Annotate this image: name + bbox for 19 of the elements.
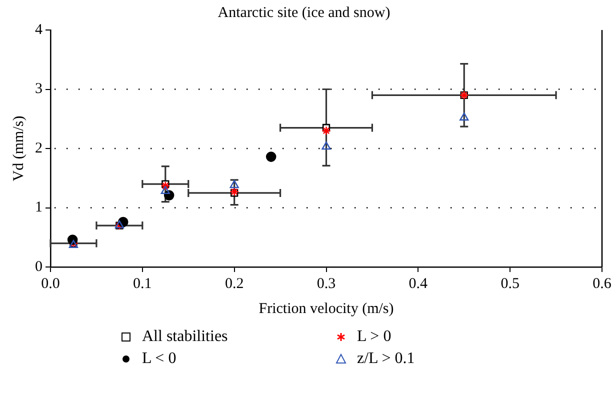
y-tick-label: 2 bbox=[35, 140, 42, 156]
x-tick-label: 0.6 bbox=[592, 276, 612, 292]
y-tick-label: 1 bbox=[35, 200, 42, 216]
legend-label: z/L > 0.1 bbox=[357, 350, 415, 368]
legend-label: All stabilities bbox=[142, 328, 228, 346]
chart-title: Antarctic site (ice and snow) bbox=[218, 4, 390, 21]
x-tick-label: 0.3 bbox=[316, 276, 336, 292]
y-tick-label: 0 bbox=[35, 258, 42, 275]
x-tick-label: 0.4 bbox=[408, 276, 428, 292]
x-tick-label: 0.2 bbox=[224, 276, 244, 292]
x-tick-label: 0.5 bbox=[500, 276, 520, 292]
x-tick-label: 0.0 bbox=[41, 276, 60, 292]
x-axis-title: Friction velocity (m/s) bbox=[258, 300, 394, 317]
legend-label: L < 0 bbox=[142, 350, 176, 368]
y-axis-title: Vd (mm/s) bbox=[10, 116, 27, 182]
y-tick-label: 4 bbox=[35, 22, 43, 38]
legend-label: L > 0 bbox=[357, 328, 392, 346]
x-tick-label: 0.1 bbox=[133, 276, 152, 292]
y-tick-label: 3 bbox=[35, 81, 42, 98]
